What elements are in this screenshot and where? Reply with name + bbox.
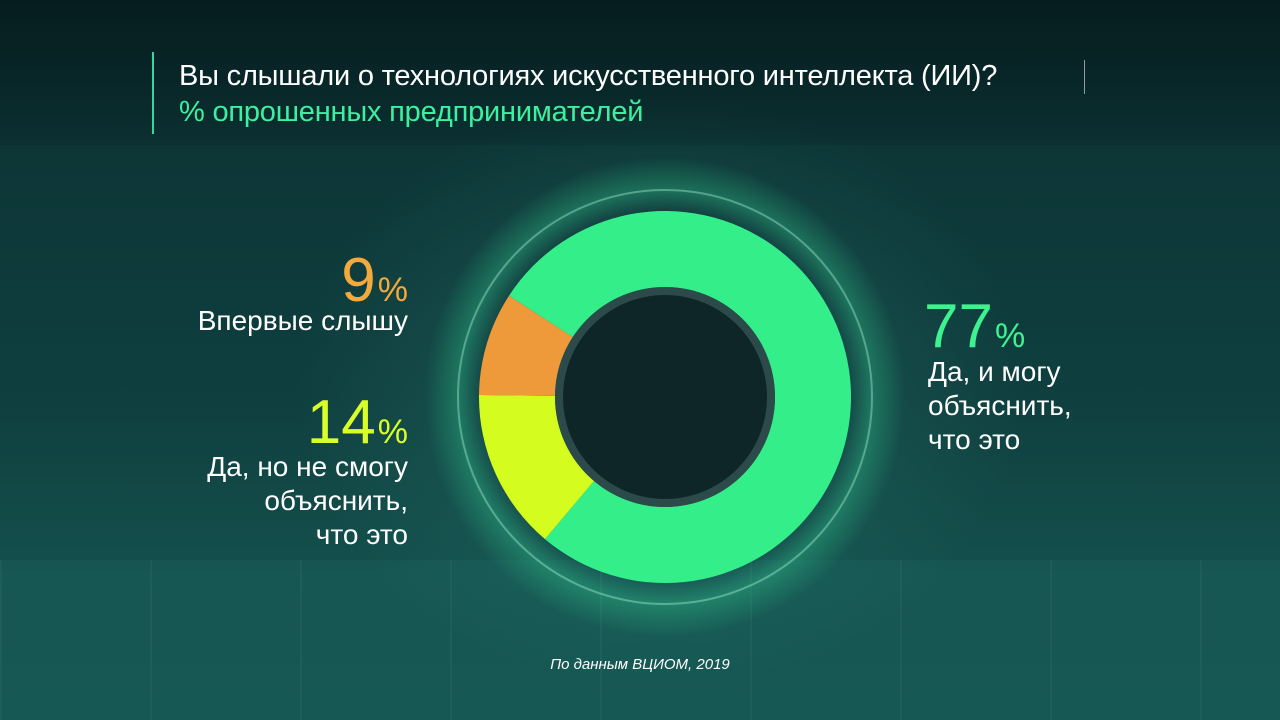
slice-label-cannot-explain: Да, но не смогу объяснить, что это [207, 451, 408, 550]
title-end-bar [1084, 60, 1085, 94]
title-accent-bar [152, 52, 154, 134]
slice-label-can-explain: Да, и могу объяснить, что это [928, 356, 1072, 455]
source-note: По данным ВЦИОМ, 2019 [550, 656, 730, 673]
slice-can-explain [509, 210, 852, 583]
slice-label-first-hear: Впервые слышу [197, 305, 408, 336]
chart-subtitle: % опрошенных предпринимателей [179, 96, 644, 128]
chart-title: Вы слышали о технологиях искусственного … [179, 60, 998, 92]
slice-cannot-explain [479, 395, 594, 540]
donut-hole [563, 295, 767, 499]
slice-label-value-first-hear: 9% [341, 246, 408, 315]
slice-label-value-cannot-explain: 14% [306, 388, 408, 457]
slice-first-hear [479, 295, 573, 396]
slice-label-value-can-explain: 77% [924, 292, 1026, 361]
outer-ring [457, 189, 873, 605]
title-band [0, 0, 1280, 145]
